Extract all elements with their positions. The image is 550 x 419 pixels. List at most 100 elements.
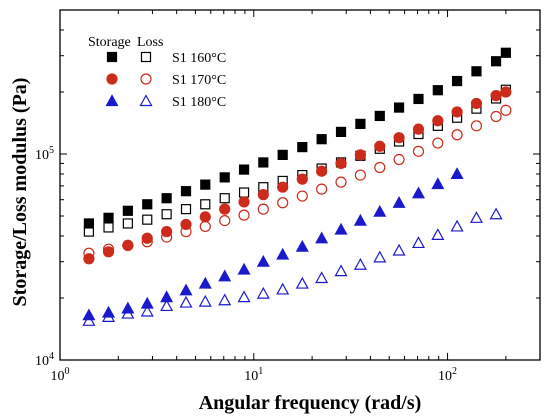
legend-storage-marker bbox=[106, 73, 118, 85]
storage-point bbox=[277, 149, 288, 160]
legend-label: S1 160°C bbox=[172, 51, 226, 66]
loss-point bbox=[277, 197, 289, 209]
legend-header-storage: Storage bbox=[88, 35, 131, 50]
legend-loss-marker bbox=[140, 51, 152, 63]
loss-point bbox=[121, 306, 135, 319]
storage-point bbox=[237, 262, 251, 275]
loss-point bbox=[180, 204, 192, 215]
storage-point bbox=[296, 173, 308, 185]
storage-point bbox=[412, 123, 425, 135]
loss-point bbox=[237, 290, 251, 303]
storage-point bbox=[500, 47, 511, 58]
storage-point bbox=[200, 179, 211, 190]
storage-point bbox=[276, 247, 290, 260]
x-tick-label: 102 bbox=[438, 366, 457, 384]
storage-point bbox=[219, 203, 231, 215]
storage-point bbox=[392, 195, 406, 208]
storage-point bbox=[295, 239, 309, 252]
storage-point bbox=[470, 97, 483, 110]
storage-point bbox=[432, 115, 444, 127]
storage-point bbox=[238, 164, 250, 175]
storage-point bbox=[316, 165, 328, 177]
storage-point bbox=[393, 132, 405, 144]
x-tick-label: 101 bbox=[244, 366, 263, 384]
loss-point bbox=[161, 231, 173, 243]
legend-loss-marker bbox=[140, 73, 152, 85]
storage-point bbox=[258, 157, 269, 168]
legend-storage-marker bbox=[105, 94, 119, 107]
storage-point bbox=[334, 222, 348, 235]
storage-point bbox=[374, 140, 386, 152]
loss-point bbox=[316, 183, 328, 195]
storage-point bbox=[490, 56, 502, 67]
storage-point bbox=[142, 199, 153, 210]
loss-point bbox=[276, 282, 290, 295]
storage-point bbox=[450, 167, 464, 180]
loss-point bbox=[256, 286, 270, 299]
loss-point bbox=[489, 207, 503, 220]
legend-label: S1 170°C bbox=[172, 73, 226, 88]
loss-point bbox=[161, 209, 172, 220]
loss-point bbox=[122, 218, 133, 229]
storage-point bbox=[218, 269, 232, 282]
loss-point bbox=[450, 219, 464, 232]
y-tick-label: 105 bbox=[35, 145, 54, 163]
storage-point bbox=[179, 283, 193, 296]
storage-point bbox=[490, 90, 502, 102]
loss-point bbox=[122, 239, 134, 251]
x-axis-title: Angular frequency (rad/s) bbox=[199, 392, 422, 414]
loss-point bbox=[431, 228, 445, 240]
loss-point bbox=[141, 236, 153, 248]
loss-point bbox=[353, 257, 367, 270]
loss-point bbox=[393, 153, 405, 166]
loss-point bbox=[102, 310, 116, 322]
storage-point bbox=[238, 196, 250, 208]
storage-point bbox=[103, 212, 114, 223]
loss-point bbox=[354, 169, 366, 181]
storage-point bbox=[451, 106, 463, 118]
loss-point bbox=[160, 299, 174, 312]
storage-point bbox=[257, 189, 269, 201]
loss-point bbox=[219, 214, 231, 227]
storage-point bbox=[471, 66, 482, 77]
loss-point bbox=[392, 243, 406, 256]
loss-point bbox=[83, 247, 95, 259]
loss-point bbox=[334, 264, 348, 277]
storage-point bbox=[315, 231, 329, 244]
legend-loss-marker bbox=[139, 94, 153, 107]
legend-storage-marker bbox=[106, 51, 118, 63]
storage-point bbox=[219, 172, 230, 183]
loss-point bbox=[296, 190, 308, 202]
storage-point bbox=[141, 232, 153, 244]
storage-point bbox=[432, 85, 443, 96]
series-2 bbox=[83, 86, 512, 265]
storage-point bbox=[256, 254, 270, 267]
loss-point bbox=[180, 226, 192, 238]
loss-point bbox=[199, 220, 211, 233]
storage-point bbox=[354, 149, 366, 161]
storage-point bbox=[102, 246, 115, 258]
storage-point bbox=[431, 177, 445, 190]
storage-point bbox=[297, 142, 308, 153]
storage-point bbox=[316, 134, 327, 145]
storage-point bbox=[140, 296, 154, 309]
loss-point bbox=[490, 110, 502, 123]
loss-point bbox=[179, 295, 193, 308]
loss-point bbox=[142, 214, 153, 225]
legend-label: S1 180°C bbox=[172, 95, 226, 110]
x-tick-label: 100 bbox=[51, 366, 70, 384]
loss-point bbox=[411, 236, 426, 249]
loss-point bbox=[257, 203, 269, 215]
storage-point bbox=[393, 102, 405, 113]
series-1 bbox=[83, 47, 511, 237]
loss-point bbox=[82, 314, 96, 326]
storage-point bbox=[413, 93, 424, 105]
loss-point bbox=[140, 304, 154, 317]
y-axis-title: Storage/Loss modulus (Pa) bbox=[9, 78, 31, 307]
loss-point bbox=[374, 161, 386, 174]
storage-point bbox=[180, 186, 192, 197]
storage-point bbox=[451, 75, 463, 87]
loss-point bbox=[469, 211, 483, 223]
storage-point bbox=[374, 110, 385, 122]
